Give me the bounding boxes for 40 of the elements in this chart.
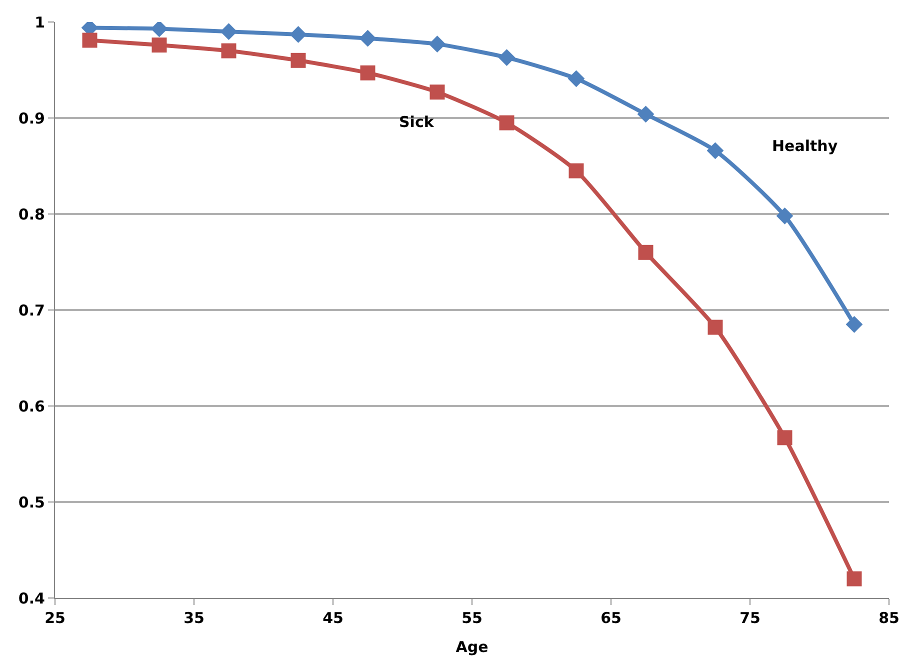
x-tick-label: 55 [462,609,482,627]
point [846,316,863,333]
y-tick-label: 0.9 [18,109,45,128]
point [637,106,654,123]
y-tick-label: 0.7 [18,301,45,320]
point [568,163,584,178]
x-tick-label: 85 [878,609,900,627]
point [152,38,167,53]
point [706,142,724,160]
y-tick-label: 0.6 [18,397,45,416]
x-tick-label: 25 [44,609,66,627]
x-tick-label: 35 [184,609,204,627]
series-label: Sick [399,113,435,131]
point [776,207,794,224]
point [360,65,376,80]
point [638,244,654,260]
point [428,36,446,53]
y-tick-label: 0.5 [18,493,45,512]
point [220,23,238,40]
point [777,430,792,446]
x-tick-label: 45 [322,609,344,627]
y-tick-label: 0.8 [18,205,45,224]
point [290,52,306,68]
point [498,49,516,66]
point [359,30,376,47]
point [846,571,862,586]
y-tick-label: 0.4 [18,589,45,608]
point [290,26,307,43]
x-tick-label: 65 [600,609,622,627]
point [221,43,236,58]
text: Healthy [772,137,838,155]
point [430,84,445,100]
y-tick-label: 1 [34,13,45,32]
point [708,320,723,335]
point [499,115,514,130]
x-axis-title: Age [456,638,488,656]
point [568,70,585,88]
point [82,32,98,48]
point [150,22,168,38]
x-tick-label: 75 [740,609,760,627]
